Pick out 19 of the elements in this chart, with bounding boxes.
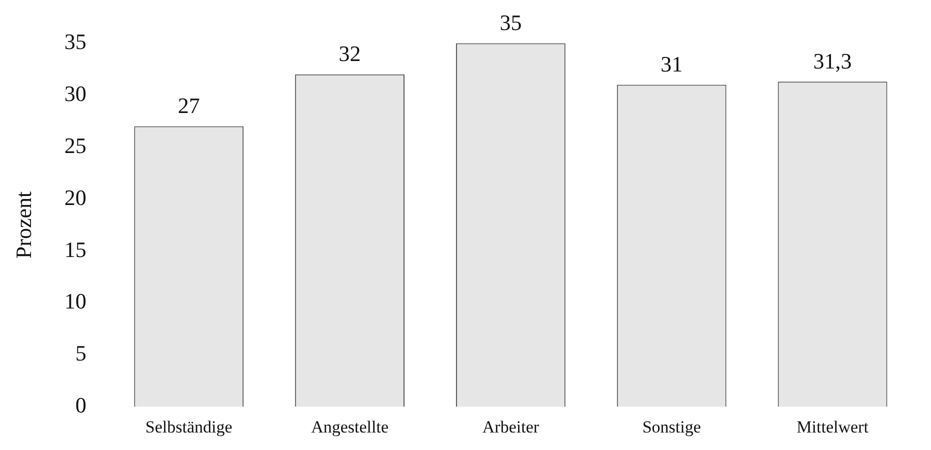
data-label: 31 (660, 52, 683, 77)
y-tick-label: 10 (64, 288, 86, 314)
x-tick-label: Angestellte (311, 417, 388, 436)
x-tick-label: Arbeiter (482, 417, 540, 436)
x-tick-label: Mittelwert (796, 417, 869, 436)
y-tick-label: 35 (64, 28, 86, 54)
x-tick-label: Selbständige (145, 417, 232, 436)
y-tick-label: 20 (64, 184, 86, 210)
x-tick-label: Sonstige (642, 417, 701, 436)
data-label: 31,3 (813, 48, 852, 74)
data-label: 32 (338, 41, 361, 66)
y-tick-label: 0 (75, 392, 86, 418)
y-axis-title: Prozent (10, 191, 36, 259)
y-tick-label: 30 (64, 80, 86, 106)
data-label: 35 (500, 10, 522, 35)
data-label: 27 (178, 93, 200, 118)
y-tick-label: 25 (64, 132, 86, 158)
y-tick-label: 5 (75, 340, 86, 366)
y-tick-label: 15 (64, 236, 86, 262)
